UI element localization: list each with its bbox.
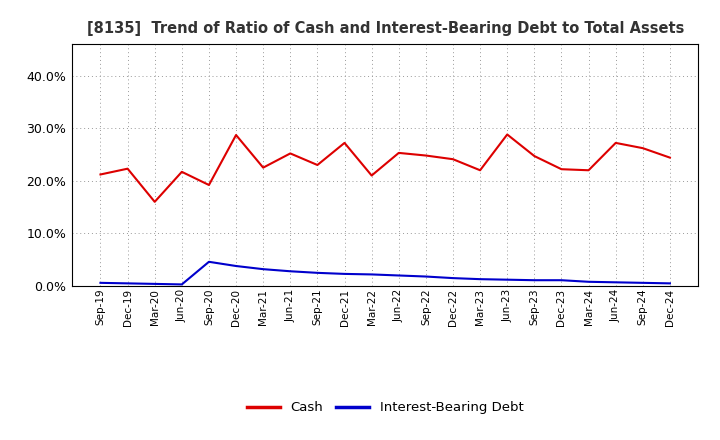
Interest-Bearing Debt bbox=[178, 282, 186, 287]
Line: Interest-Bearing Debt: Interest-Bearing Debt bbox=[101, 262, 670, 284]
Interest-Bearing Debt bbox=[557, 278, 566, 283]
Interest-Bearing Debt bbox=[639, 280, 647, 286]
Cash bbox=[204, 182, 213, 187]
Cash bbox=[503, 132, 511, 137]
Interest-Bearing Debt bbox=[150, 281, 159, 286]
Cash bbox=[530, 154, 539, 159]
Cash bbox=[341, 140, 349, 146]
Interest-Bearing Debt bbox=[313, 270, 322, 275]
Interest-Bearing Debt bbox=[96, 280, 105, 286]
Interest-Bearing Debt bbox=[665, 281, 674, 286]
Interest-Bearing Debt bbox=[503, 277, 511, 282]
Interest-Bearing Debt bbox=[421, 274, 430, 279]
Cash bbox=[476, 168, 485, 173]
Cash bbox=[367, 173, 376, 178]
Interest-Bearing Debt bbox=[395, 273, 403, 278]
Interest-Bearing Debt bbox=[530, 278, 539, 283]
Legend: Cash, Interest-Bearing Debt: Cash, Interest-Bearing Debt bbox=[241, 396, 529, 420]
Interest-Bearing Debt bbox=[341, 271, 349, 277]
Cash bbox=[259, 165, 268, 170]
Interest-Bearing Debt bbox=[204, 259, 213, 264]
Interest-Bearing Debt bbox=[476, 276, 485, 282]
Cash bbox=[178, 169, 186, 175]
Interest-Bearing Debt bbox=[286, 269, 294, 274]
Interest-Bearing Debt bbox=[611, 280, 620, 285]
Interest-Bearing Debt bbox=[232, 264, 240, 269]
Line: Cash: Cash bbox=[101, 135, 670, 202]
Cash bbox=[639, 146, 647, 151]
Cash bbox=[123, 166, 132, 171]
Cash bbox=[557, 167, 566, 172]
Cash bbox=[421, 153, 430, 158]
Cash bbox=[449, 157, 457, 162]
Interest-Bearing Debt bbox=[123, 281, 132, 286]
Cash bbox=[584, 168, 593, 173]
Interest-Bearing Debt bbox=[449, 275, 457, 281]
Interest-Bearing Debt bbox=[367, 272, 376, 277]
Interest-Bearing Debt bbox=[584, 279, 593, 284]
Cash bbox=[611, 140, 620, 146]
Cash bbox=[665, 155, 674, 160]
Cash bbox=[232, 132, 240, 138]
Title: [8135]  Trend of Ratio of Cash and Interest-Bearing Debt to Total Assets: [8135] Trend of Ratio of Cash and Intere… bbox=[86, 21, 684, 36]
Cash bbox=[96, 172, 105, 177]
Cash bbox=[395, 150, 403, 156]
Cash bbox=[313, 162, 322, 168]
Interest-Bearing Debt bbox=[259, 267, 268, 272]
Cash bbox=[286, 151, 294, 156]
Cash bbox=[150, 199, 159, 205]
